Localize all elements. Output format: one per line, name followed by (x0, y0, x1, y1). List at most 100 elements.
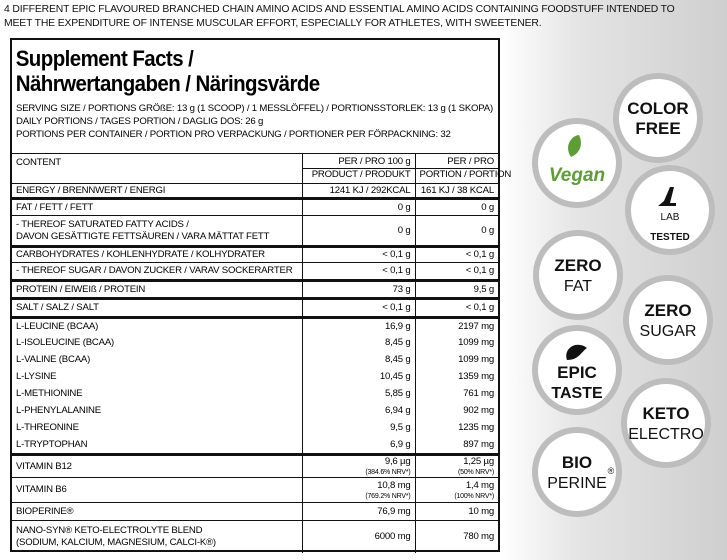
nrv: (384.6% NRV*) (365, 469, 411, 476)
value-cell: 1099 mg (414, 334, 498, 352)
header-text: PER / PRO (447, 156, 494, 167)
label-line: PROTEIN / EIWEIß / PROTEIN (16, 283, 146, 295)
badge-face (629, 281, 707, 359)
value-cell: 10,8 mg (769.2% NRV*) (301, 477, 415, 503)
value-cell: 161 KJ / 38 KCAL (414, 183, 498, 199)
value: 9,5 g (390, 422, 411, 433)
label-line: - THEREOF SUGAR / DAVON ZUCKER / VARAV S… (16, 265, 293, 276)
value: 1099 mg (458, 337, 494, 348)
value: < 0,1 g (465, 265, 494, 276)
value: 6000 mg (374, 530, 411, 542)
value: 10,8 mg (377, 479, 411, 491)
badge-face (538, 331, 616, 409)
header-text: PER / PRO 100 g (338, 156, 411, 167)
nrv: (50% NRV*) (458, 469, 494, 476)
value: 0 g (481, 224, 494, 236)
header-text: PORTION / PORTION (415, 168, 511, 181)
value-cell: 1,4 mg (100% NRV*) (414, 477, 498, 503)
value-cell: 1235 mg (414, 419, 498, 437)
value: 9,5 g (473, 283, 495, 295)
value: < 0,1 g (465, 249, 494, 260)
row-label: FAT / FETT / FETT (12, 199, 302, 216)
value-cell: 897 mg (414, 436, 498, 455)
description: 4 DIFFERENT EPIC FLAVOURED BRANCHED CHAI… (4, 3, 675, 31)
value: 1235 mg (458, 422, 494, 433)
table-row: BIOPERINE® 76,9 mg 10 mg (12, 502, 498, 521)
title-line: Supplement Facts / (15, 46, 194, 71)
value-cell: 10,45 g (301, 368, 415, 386)
value: 0 g (397, 224, 411, 236)
badge-text: SUGAR (640, 323, 697, 340)
value: 902 mg (463, 405, 494, 416)
label-line: VITAMIN B12 (16, 460, 72, 472)
nrv: (769.2% NRV*) (365, 492, 411, 500)
badge-text: ZERO (644, 301, 691, 320)
value-cell: 16,9 g (301, 317, 415, 335)
badge-text: ® (608, 466, 615, 476)
table-row: VITAMIN B12 9,6 µg (384.6% NRV*) 1,25 µg (50… (12, 454, 498, 478)
lab-icon (658, 187, 676, 206)
label-line: FAT / FETT / FETT (16, 201, 94, 213)
value: 16,9 g (385, 320, 411, 332)
badge-text: TASTE (551, 385, 603, 402)
value-cell: 0 g (301, 215, 415, 247)
value-cell: 5,85 g (301, 385, 415, 403)
table-row: PROTEIN / EIWEIß / PROTEIN 73 g 9,5 g (12, 280, 498, 299)
table-row: L-PHENYLALANINE 6,94 g 902 mg (12, 402, 498, 420)
label-line: L-ISOLEUCINE (BCAA) (16, 337, 115, 348)
facts-table: CONTENT PER / PRO 100 g PRODUCT / PRODUKT P… (12, 153, 511, 553)
value: < 0,1 g (382, 302, 411, 313)
badge-text: PERINE (547, 475, 607, 492)
value-cell: 1359 mg (414, 368, 498, 386)
table-row: NANO-SYN® KETO-ELECTROLYTE BLEND (SODIUM,… (12, 520, 498, 553)
row-label: - THEREOF SATURATED FATTY ACIDS / DAVON G… (12, 216, 302, 247)
value-cell: 780 mg (414, 520, 498, 553)
badge-face (619, 79, 697, 157)
value-cell: 0 g (414, 198, 498, 216)
badge-text: ZERO (554, 256, 601, 275)
badge-face (631, 171, 709, 249)
row-label: L-VALINE (BCAA) (12, 352, 302, 369)
row-label: L-LEUCINE (BCAA) (12, 318, 302, 335)
value-cell: 9,5 g (301, 419, 415, 437)
value-cell: 1099 mg (414, 351, 498, 369)
label-line: VITAMIN B6 (16, 484, 67, 495)
table-row: - THEREOF SUGAR / DAVON ZUCKER / VARAV S… (12, 262, 498, 281)
table-row: L-LEUCINE (BCAA) 16,9 g 2197 mg (12, 317, 498, 335)
header-text: CONTENT (16, 157, 61, 168)
value: 1359 mg (458, 371, 494, 382)
facts-title: Supplement Facts / Nährwertangaben / När… (12, 40, 464, 96)
value-cell: 9,6 µg (384.6% NRV*) (301, 454, 415, 478)
value: 1,25 µg (463, 456, 494, 467)
leaf-icon (568, 135, 581, 157)
value-cell: 8,45 g (301, 351, 415, 369)
value: 2197 mg (458, 320, 494, 332)
value: 9,6 µg (384, 456, 411, 467)
table-row: L-ISOLEUCINE (BCAA) 8,45 g 1099 mg (12, 334, 498, 352)
value: 897 mg (463, 438, 494, 450)
badge-text: EPIC (557, 363, 597, 382)
label-line: L-LEUCINE (BCAA) (16, 320, 99, 332)
table-row: L-LYSINE 10,45 g 1359 mg (12, 368, 498, 386)
badge-text: FREE (635, 119, 680, 138)
serving-info: SERVING SIZE / PORTIONS GRÖßE: 13 g (1 S… (12, 96, 498, 141)
label-line: SALT / SALZ / SALT (16, 302, 99, 313)
value: 8,45 g (385, 337, 411, 348)
value-cell: 902 mg (414, 402, 498, 420)
value-cell: < 0,1 g (301, 262, 415, 281)
badge-text: LAB (661, 212, 680, 223)
label-line: L-LYSINE (16, 371, 57, 382)
value-cell: 6000 mg (301, 520, 415, 553)
header-cell: PER / PRO 100 g PRODUCT / PRODUKT (301, 153, 415, 184)
row-label: L-PHENYLALANINE (12, 403, 302, 420)
label-line: CARBOHYDRATES / KOHLENHYDRATE / KOLHYDRA… (16, 249, 265, 260)
value-cell: 2197 mg (414, 317, 498, 335)
value: 1,4 mg (465, 479, 494, 491)
badge-face (539, 236, 617, 314)
nrv: (100% NRV*) (454, 492, 494, 500)
facts-panel: Supplement Facts / Nährwertangaben / När… (10, 38, 511, 553)
header-cell: PER / PRO PORTION / PORTION (414, 153, 511, 184)
row-label: NANO-SYN® KETO-ELECTROLYTE BLEND (SODIUM,… (12, 521, 302, 553)
value-cell: 6,9 g (301, 436, 415, 455)
table-row: L-METHIONINE 5,85 g 761 mg (12, 385, 498, 403)
